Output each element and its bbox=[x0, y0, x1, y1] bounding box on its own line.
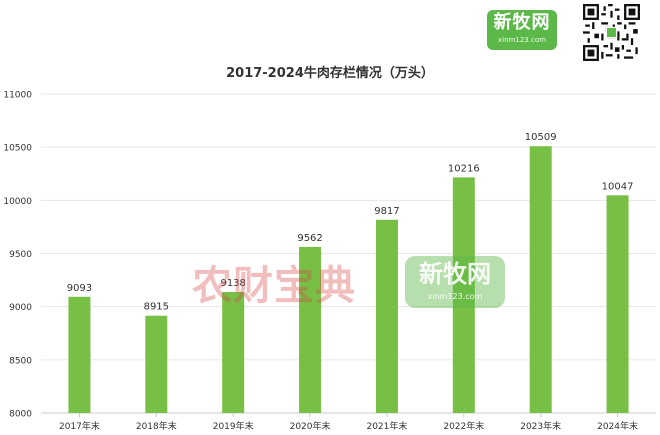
watermark-logo: 新牧网 xinm123.com bbox=[405, 256, 505, 308]
y-tick-label: 8000 bbox=[9, 410, 32, 420]
x-tick-label: 2024年末 bbox=[597, 420, 638, 432]
y-gridlines bbox=[41, 93, 656, 414]
bar bbox=[68, 296, 91, 413]
y-tick-label: 9500 bbox=[9, 250, 32, 260]
qr-code-icon[interactable] bbox=[583, 4, 640, 61]
y-axis-ticks: 8000 8500 9000 9500 10000 10500 11000 bbox=[3, 91, 32, 420]
logo-text: 新牧网 bbox=[493, 12, 551, 33]
bar-value-label: 9093 bbox=[67, 283, 92, 294]
x-tick-label: 2018年末 bbox=[136, 420, 177, 432]
bar-value-label: 10047 bbox=[602, 181, 634, 192]
bar-value-label: 9817 bbox=[374, 206, 399, 217]
y-tick-label: 8500 bbox=[9, 356, 32, 366]
y-tick-label: 9000 bbox=[9, 303, 32, 313]
bar-value-label: 9138 bbox=[220, 278, 245, 289]
bar-value-label: 10216 bbox=[448, 163, 480, 174]
bar-value-label: 10509 bbox=[525, 132, 557, 143]
bar bbox=[299, 246, 322, 413]
y-tick-label: 10500 bbox=[3, 144, 32, 154]
bar bbox=[452, 177, 475, 413]
bar bbox=[145, 315, 168, 413]
chart-title: 2017-2024牛肉存栏情况（万头） bbox=[226, 65, 434, 81]
watermark-logo-url: xinm123.com bbox=[427, 292, 483, 301]
bar-value-label: 8915 bbox=[144, 302, 169, 313]
watermark-logo-text: 新牧网 bbox=[419, 260, 491, 288]
x-tick-label: 2019年末 bbox=[213, 420, 254, 432]
x-tick-label: 2021年末 bbox=[366, 420, 407, 432]
watermark-text: 农财宝典 bbox=[192, 263, 356, 309]
logo-url: xinm123.com bbox=[498, 36, 546, 44]
bar bbox=[222, 291, 245, 413]
bar-value-label: 9562 bbox=[297, 233, 322, 244]
bar bbox=[606, 195, 629, 413]
x-tick-label: 2017年末 bbox=[59, 420, 100, 432]
bar bbox=[529, 146, 552, 414]
data-labels: 9093 8915 9138 9562 9817 10216 10509 10047 bbox=[67, 132, 634, 312]
bar-series bbox=[68, 146, 629, 414]
xinmu-logo[interactable]: 新牧网 xinm123.com bbox=[487, 10, 557, 50]
x-tick-label: 2023年末 bbox=[520, 420, 561, 432]
y-tick-label: 10000 bbox=[3, 197, 32, 207]
x-tick-label: 2020年末 bbox=[290, 420, 331, 432]
x-axis-ticks: 2017年末 2018年末 2019年末 2020年末 2021年末 2022年末 2023… bbox=[59, 413, 638, 432]
x-tick-label: 2022年末 bbox=[443, 420, 484, 432]
bar bbox=[375, 219, 398, 413]
y-tick-label: 11000 bbox=[3, 91, 32, 101]
